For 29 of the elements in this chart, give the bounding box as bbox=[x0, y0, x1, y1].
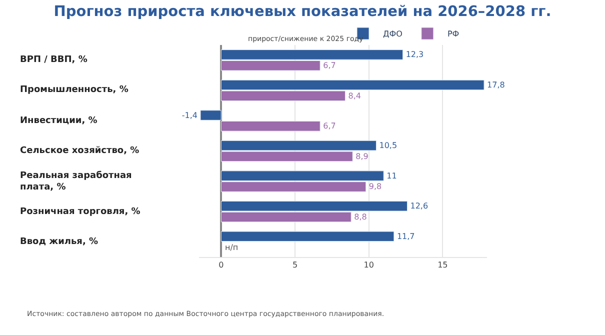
x-tick-label: 0 bbox=[218, 260, 224, 270]
data-label: -1,4 bbox=[182, 110, 198, 120]
x-tick-label: 15 bbox=[438, 260, 448, 270]
x-tick-label: 10 bbox=[364, 260, 374, 270]
data-label: 10,5 bbox=[379, 141, 398, 150]
data-label: 12,3 bbox=[406, 50, 424, 60]
data-label: 8,8 bbox=[354, 212, 367, 222]
data-label: 12,6 bbox=[410, 202, 428, 211]
data-label: 6,7 bbox=[323, 61, 336, 70]
chart-title: Прогноз прироста ключевых показателей на 2026–2028 гг. bbox=[54, 4, 552, 20]
y-tick-label: Инвестиции, % bbox=[20, 116, 98, 126]
y-tick-label: Реальная заработная плата, % bbox=[20, 170, 132, 193]
legend-label: ДФО bbox=[383, 30, 402, 39]
data-label: 6,7 bbox=[323, 122, 336, 131]
y-tick-label: ВРП / ВВП, % bbox=[20, 55, 88, 65]
bar bbox=[220, 231, 394, 242]
text: н/п bbox=[225, 243, 238, 252]
y-tick-label: Промышленность, % bbox=[20, 85, 128, 95]
legend-label: РФ bbox=[447, 30, 460, 39]
y-tick-label: Розничная торговля, % bbox=[20, 207, 140, 217]
data-label: 9,8 bbox=[368, 182, 382, 192]
data-label: 8,4 bbox=[348, 91, 361, 100]
data-label: 11 bbox=[386, 171, 397, 180]
y-tick-label: Ввод жилья, % bbox=[20, 237, 98, 247]
data-label: 8,9 bbox=[356, 152, 368, 161]
x-tick-label: 5 bbox=[292, 260, 298, 270]
data-label: 11,7 bbox=[396, 232, 415, 241]
y-tick-label: Сельское хозяйство, % bbox=[20, 146, 140, 156]
data-label: 17,8 bbox=[487, 80, 505, 90]
